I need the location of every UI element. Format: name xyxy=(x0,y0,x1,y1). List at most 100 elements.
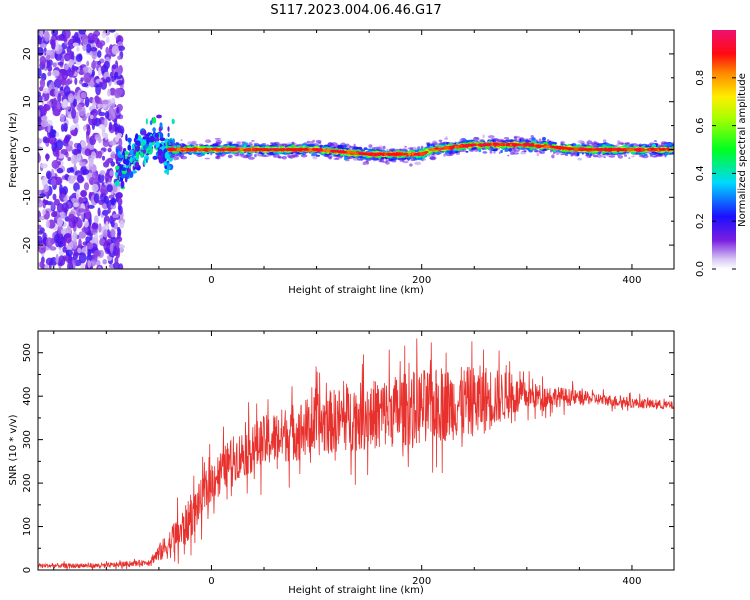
noise-blob xyxy=(107,208,111,214)
noise-blob xyxy=(83,125,87,131)
noise-blob xyxy=(93,193,100,204)
ridge-blob xyxy=(651,155,658,158)
noise-blob xyxy=(80,261,85,269)
transition-blob xyxy=(129,156,133,164)
noise-blob xyxy=(98,111,106,117)
noise-blob xyxy=(68,241,74,250)
ridge-blob xyxy=(636,144,643,146)
transition-blob xyxy=(131,170,137,174)
noise-blob xyxy=(73,182,80,192)
spectrogram-data xyxy=(38,30,674,269)
noise-blob xyxy=(62,37,68,42)
noise-blob xyxy=(91,222,99,230)
ridge-blob xyxy=(653,140,658,143)
ridge-blob xyxy=(500,149,503,154)
ridge-blob xyxy=(487,135,495,139)
transition-blob xyxy=(148,135,155,143)
noise-blob xyxy=(71,108,77,119)
noise-blob xyxy=(48,59,53,66)
noise-blob xyxy=(40,106,47,116)
noise-blob xyxy=(49,246,57,251)
transition-blob xyxy=(115,165,120,170)
transition-blob xyxy=(166,162,170,171)
noise-blob xyxy=(70,154,78,165)
transition-blob xyxy=(132,155,135,161)
noise-blob xyxy=(80,92,87,99)
noise-blob xyxy=(77,217,82,226)
ridge-blob xyxy=(241,155,247,158)
noise-blob xyxy=(78,231,87,239)
transition-blob xyxy=(167,132,170,138)
noise-blob xyxy=(112,213,119,219)
noise-blob xyxy=(44,30,50,42)
noise-blob xyxy=(51,211,56,218)
ridge-blob xyxy=(439,141,443,144)
ridge-blob xyxy=(315,154,320,157)
noise-blob xyxy=(81,34,89,45)
noise-blob xyxy=(58,249,65,256)
transition-blob xyxy=(144,144,149,149)
transition-blob xyxy=(167,141,170,146)
noise-blob xyxy=(85,236,91,243)
ridge-blob xyxy=(637,153,644,156)
ridge-blob xyxy=(261,143,267,145)
ridge-blob xyxy=(368,144,373,148)
ridge-blob xyxy=(429,156,436,160)
noise-blob xyxy=(96,50,102,58)
noise-blob xyxy=(39,30,44,38)
noise-blob xyxy=(117,45,126,51)
noise-blob xyxy=(38,137,42,144)
noise-blob xyxy=(82,44,87,52)
noise-blob xyxy=(70,197,79,203)
noise-blob xyxy=(44,264,49,269)
transition-blob xyxy=(167,126,170,132)
ridge-blob xyxy=(462,139,468,143)
noise-blob xyxy=(69,50,74,61)
noise-blob xyxy=(86,254,93,263)
noise-blob xyxy=(64,135,71,142)
noise-blob xyxy=(43,184,50,193)
noise-blob xyxy=(84,96,90,108)
noise-blob xyxy=(72,231,78,243)
ridge-blob xyxy=(536,152,540,157)
transition-blob xyxy=(124,155,128,160)
ridge-blob xyxy=(175,154,179,157)
noise-blob xyxy=(40,163,48,169)
ridge-blob xyxy=(617,155,624,159)
noise-blob xyxy=(97,265,102,269)
ridge-blob xyxy=(648,152,656,155)
noise-blob xyxy=(39,193,46,198)
transition-blob xyxy=(149,120,153,125)
ridge-blob xyxy=(504,137,510,140)
noise-blob xyxy=(78,238,82,250)
ridge-blob xyxy=(513,152,520,155)
noise-blob xyxy=(71,148,80,155)
noise-blob xyxy=(63,122,68,132)
noise-blob xyxy=(38,152,41,163)
ridge-blob xyxy=(409,163,413,167)
noise-blob xyxy=(64,30,71,39)
ridge-blob xyxy=(509,151,515,155)
ridge-blob xyxy=(663,144,668,147)
noise-blob xyxy=(80,190,87,197)
transition-blob xyxy=(118,154,124,159)
noise-blob xyxy=(97,60,102,65)
noise-blob xyxy=(61,70,68,81)
ridge-blob xyxy=(501,139,506,142)
noise-blob xyxy=(120,83,124,90)
noise-blob xyxy=(89,135,97,146)
noise-blob xyxy=(67,175,76,184)
noise-blob xyxy=(48,129,57,138)
ridge-blob xyxy=(248,142,253,146)
noise-blob xyxy=(113,261,120,269)
noise-blob xyxy=(78,252,87,264)
ridge-blob xyxy=(254,153,257,158)
ridge-blob xyxy=(378,159,383,163)
ridge-blob xyxy=(605,143,610,146)
ridge-blob xyxy=(388,158,393,162)
noise-blob xyxy=(52,97,58,109)
noise-blob xyxy=(99,184,108,194)
ridge-blob xyxy=(490,148,493,152)
noise-blob xyxy=(38,68,42,78)
noise-blob xyxy=(70,129,77,136)
